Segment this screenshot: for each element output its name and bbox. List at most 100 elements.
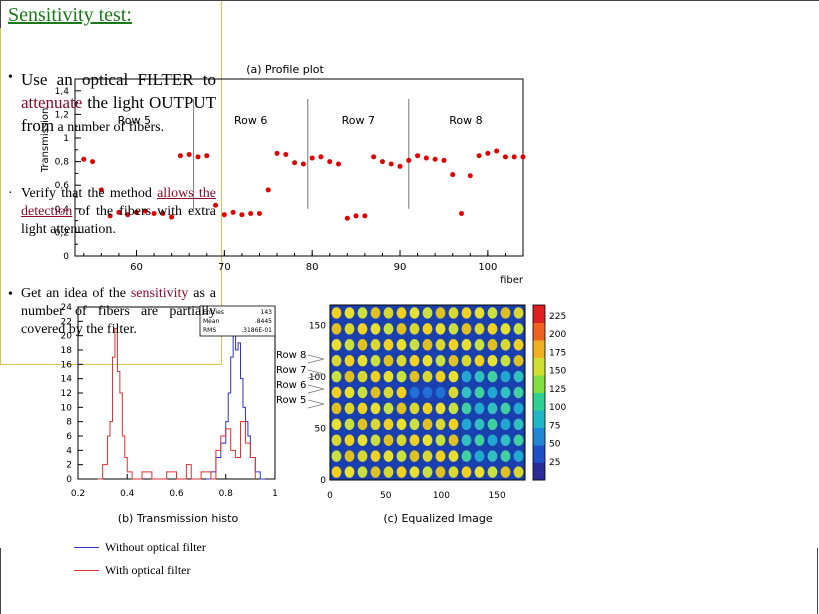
image-fiber-cell xyxy=(383,418,394,431)
image-fiber-cell xyxy=(435,402,446,415)
profile-ytick-label: 0,6 xyxy=(55,181,70,191)
image-row-arrow xyxy=(307,354,325,364)
image-fiber-cell xyxy=(409,354,420,367)
profile-xtick-label: 90 xyxy=(394,262,407,273)
profile-point xyxy=(318,154,324,160)
image-fiber-cell xyxy=(344,307,355,319)
colorbar-label: 25 xyxy=(549,458,560,468)
image-fiber-cell xyxy=(500,354,511,367)
image-fiber-cell xyxy=(344,434,355,446)
image-fiber-cell xyxy=(370,370,381,383)
profile-point xyxy=(177,153,183,159)
profile-point xyxy=(371,154,377,160)
profile-ytick-label: 1 xyxy=(63,134,69,144)
image-fiber-cell xyxy=(396,307,407,319)
image-fiber-cell xyxy=(422,466,433,478)
image-fiber-cell xyxy=(409,402,420,415)
image-fiber-cell xyxy=(448,386,459,399)
image-ytick-label: 150 xyxy=(309,322,326,332)
legend-red-line xyxy=(74,570,99,571)
image-fiber-cell xyxy=(370,450,381,462)
histo-ytick-label: 22 xyxy=(61,317,72,327)
colorbar-segment xyxy=(533,375,545,393)
profile-point xyxy=(344,215,350,221)
image-fiber-cell xyxy=(409,323,420,335)
colorbar-segment xyxy=(533,410,545,428)
colorbar-segment xyxy=(533,462,545,481)
row-label: Row 6 xyxy=(234,114,267,127)
image-title: (c) Equalized Image xyxy=(383,512,493,525)
profile-point xyxy=(397,163,403,169)
image-fiber-cell xyxy=(344,354,355,367)
image-fiber-cell xyxy=(370,354,381,367)
image-xtick-label: 100 xyxy=(433,491,450,501)
image-fiber-cell xyxy=(500,466,511,478)
image-fiber-cell xyxy=(500,386,511,399)
colorbar-label: 50 xyxy=(549,440,561,450)
profile-point xyxy=(125,212,131,218)
image-xtick-label: 150 xyxy=(489,491,506,501)
image-fiber-cell xyxy=(409,339,420,351)
bullet-2-marker: · xyxy=(8,186,13,201)
stats-rms-value: .3186E-01 xyxy=(241,327,272,334)
colorbar-label: 175 xyxy=(549,348,566,358)
histo-xtick-label: 0.6 xyxy=(169,489,184,499)
colorbar-label: 200 xyxy=(549,330,566,340)
image-fiber-cell xyxy=(487,434,498,446)
image-fiber-cell xyxy=(357,370,368,383)
profile-point xyxy=(353,213,359,219)
colorbar-segment xyxy=(533,357,545,376)
image-fiber-cell xyxy=(448,434,459,446)
image-fiber-cell xyxy=(331,418,342,431)
image-fiber-cell xyxy=(383,466,394,478)
profile-ytick-label: 1,2 xyxy=(55,110,69,120)
image-fiber-cell xyxy=(461,466,472,478)
image-fiber-cell xyxy=(500,418,511,431)
image-fiber-cell xyxy=(396,354,407,367)
image-fiber-cell xyxy=(331,402,342,415)
image-fiber-cell xyxy=(435,307,446,319)
image-fiber-cell xyxy=(448,354,459,367)
colorbar-label: 125 xyxy=(549,385,566,395)
image-fiber-cell xyxy=(448,323,459,335)
colorbar-label: 225 xyxy=(549,312,566,322)
profile-point xyxy=(502,154,508,160)
row-label: Row 5 xyxy=(118,114,151,127)
image-fiber-cell xyxy=(513,434,524,446)
image-fiber-cell xyxy=(383,307,394,319)
row-label: Row 8 xyxy=(449,114,482,127)
profile-point xyxy=(327,159,333,165)
profile-point xyxy=(213,202,219,208)
colorbar-segment xyxy=(533,445,545,463)
image-fiber-cell xyxy=(409,386,420,399)
colorbar-label: 100 xyxy=(549,403,566,413)
profile-point xyxy=(467,173,473,179)
image-frame xyxy=(329,304,526,481)
image-fiber-cell xyxy=(422,434,433,446)
histo-xtick-label: 1 xyxy=(272,489,278,499)
profile-point xyxy=(415,153,421,159)
image-fiber-cell xyxy=(435,354,446,367)
image-fiber-cell xyxy=(487,307,498,319)
bullet-3-marker: • xyxy=(8,287,13,302)
image-fiber-cell xyxy=(422,386,433,399)
profile-point xyxy=(336,161,342,167)
image-fiber-cell xyxy=(383,402,394,415)
image-fiber-cell xyxy=(474,418,485,431)
image-fiber-cell xyxy=(396,450,407,462)
profile-point xyxy=(309,155,315,161)
bullet-2-text: Verify that the method allows the detect… xyxy=(21,186,217,237)
profile-point xyxy=(195,154,201,160)
image-fiber-cell xyxy=(422,370,433,383)
histo-ytick-label: 0 xyxy=(66,475,72,485)
image-fiber-cell xyxy=(344,402,355,415)
image-fiber-cell xyxy=(396,402,407,415)
frame-bottom-left-mark xyxy=(0,548,1,614)
profile-point xyxy=(151,211,157,217)
image-fiber-cell xyxy=(396,386,407,399)
image-fiber-cell xyxy=(396,418,407,431)
profile-point xyxy=(230,209,236,215)
legend-with-filter: With optical filter xyxy=(105,563,191,577)
image-fiber-cell xyxy=(357,323,368,335)
